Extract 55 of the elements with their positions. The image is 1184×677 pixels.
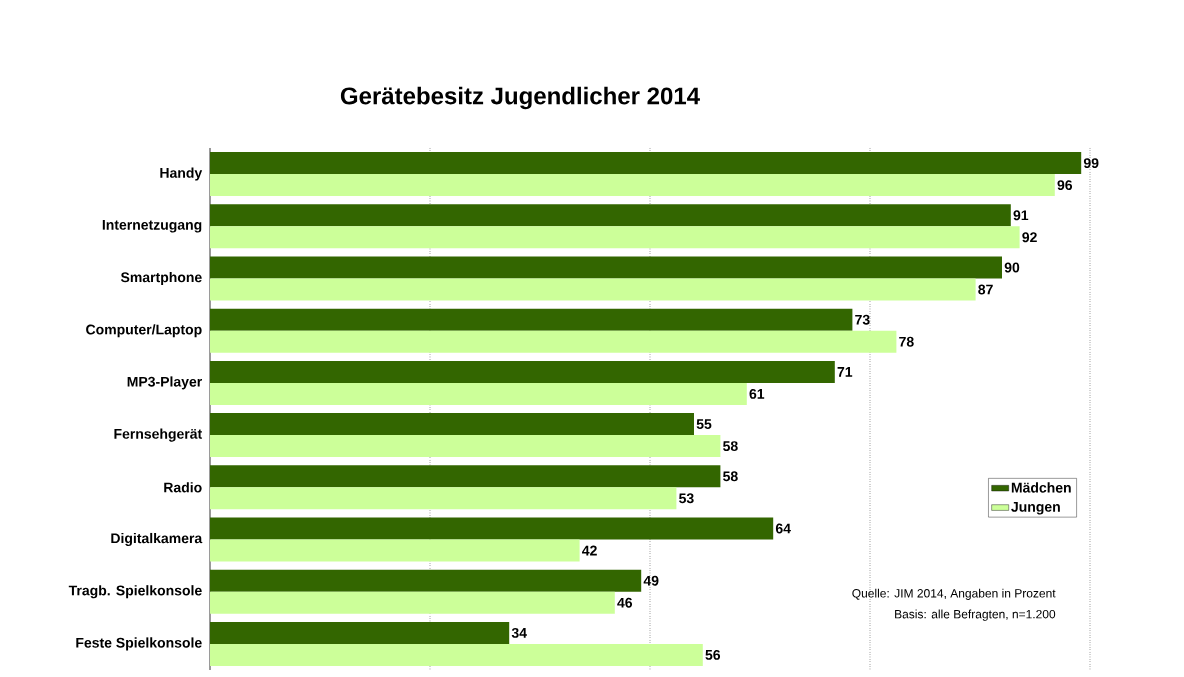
- y-tick-label: Internetzugang: [102, 220, 202, 233]
- y-tick-label: Feste Spielkonsole: [76, 637, 202, 651]
- y-tick-label: Fernsehgerät: [114, 428, 203, 442]
- bar: [210, 591, 615, 614]
- y-tick-label: Radio: [164, 482, 202, 493]
- bar: [210, 539, 580, 562]
- chart-title: Gerätebesitz Jugendlicher 2014: [340, 86, 700, 110]
- bar: [210, 382, 747, 405]
- data-label: 46: [617, 597, 633, 608]
- data-label: 49: [643, 575, 659, 586]
- data-label: 42: [582, 545, 597, 556]
- legend-label: Jungen: [1011, 502, 1060, 515]
- data-label: 96: [1057, 180, 1073, 191]
- data-label: 87: [978, 284, 993, 295]
- data-label: 99: [1083, 158, 1099, 169]
- bar: [210, 204, 1011, 227]
- y-tick-label: MP3-Player: [127, 376, 202, 390]
- data-label: 61: [749, 388, 765, 399]
- bar: [210, 152, 1082, 175]
- annotation: Basis: alle Befragten, n=1.200: [895, 609, 1056, 621]
- bar: [210, 621, 510, 644]
- bar: [210, 330, 897, 353]
- data-label: 64: [775, 523, 791, 534]
- bar: [210, 435, 721, 458]
- bar: [210, 413, 694, 436]
- data-label: 53: [679, 493, 694, 504]
- data-label: 73: [855, 314, 870, 325]
- legend-label: Mädchen: [1011, 482, 1071, 493]
- annotation: Quelle: JIM 2014, Angaben in Prozent: [852, 588, 1056, 600]
- data-label: 91: [1013, 210, 1029, 221]
- data-label: 78: [899, 336, 914, 347]
- bar: [210, 278, 976, 301]
- bar: [210, 643, 703, 666]
- y-tick-label: Digitalkamera: [111, 533, 203, 547]
- data-label: 58: [723, 471, 738, 482]
- bar: [210, 360, 835, 383]
- data-label: 71: [837, 367, 853, 377]
- data-label: 34: [511, 627, 527, 638]
- bar: [210, 226, 1020, 249]
- data-label: 58: [723, 441, 738, 452]
- data-label: 55: [696, 419, 712, 430]
- y-tick-label: Computer/Laptop: [86, 324, 202, 338]
- bar: [210, 256, 1002, 279]
- bar: [210, 465, 721, 488]
- bar: [210, 174, 1055, 197]
- y-tick-label: Smartphone: [120, 272, 202, 286]
- bar: [210, 569, 642, 592]
- bar: [210, 308, 853, 331]
- data-label: 92: [1022, 232, 1037, 243]
- bar: [210, 517, 774, 540]
- y-tick-label: Handy: [160, 167, 203, 181]
- data-label: 90: [1004, 262, 1020, 273]
- y-tick-label: Tragb. Spielkonsole: [68, 585, 202, 599]
- bar: [210, 487, 677, 510]
- data-label: 56: [705, 650, 721, 660]
